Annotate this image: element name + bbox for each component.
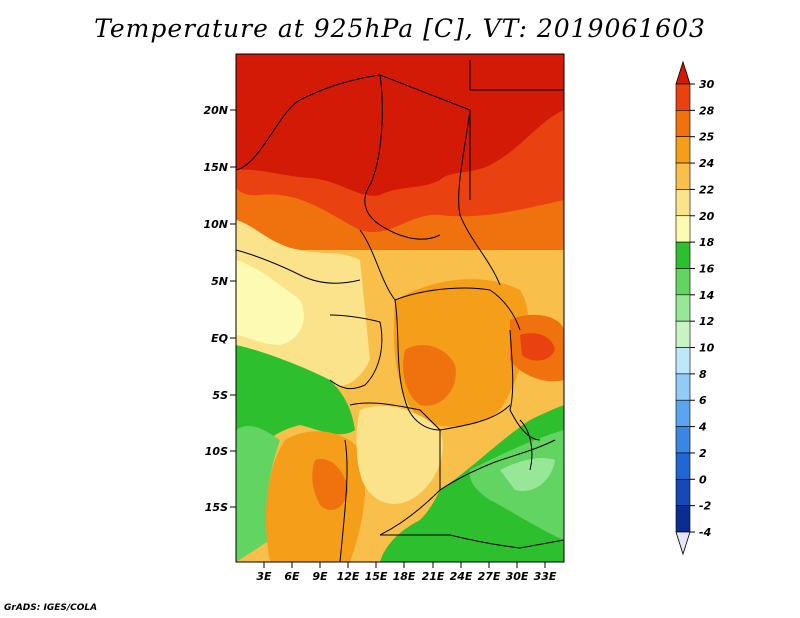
colorbar-label: 16 xyxy=(699,262,715,275)
lon-label-24e: 24E xyxy=(450,570,473,583)
lon-label-27e: 27E xyxy=(478,570,501,583)
border-car xyxy=(359,229,521,331)
map-frame xyxy=(235,53,565,563)
field-light-green-coast xyxy=(236,425,280,562)
colorbar-segment xyxy=(675,452,691,480)
border-niger-chad xyxy=(364,74,441,240)
field-green-sw xyxy=(236,345,355,480)
lat-label-20n: 20N xyxy=(203,104,228,117)
lon-label-15e: 15E xyxy=(365,570,388,583)
colorbar-label: 4 xyxy=(698,421,707,434)
border-chad-sudan xyxy=(458,109,501,286)
field-light-orange-sw xyxy=(265,431,366,562)
colorbar-segment xyxy=(675,215,691,243)
colorbar-segment xyxy=(675,162,691,190)
lat-label-15n: 15N xyxy=(203,161,228,174)
lon-label-30e: 30E xyxy=(506,570,529,583)
border-angola xyxy=(349,402,441,536)
colorbar-label: -4 xyxy=(699,526,711,539)
colorbar-label: 6 xyxy=(699,394,707,407)
colorbar-segment xyxy=(675,268,691,296)
colorbar-bottom-arrow xyxy=(675,531,691,556)
colorbar-label: -2 xyxy=(699,500,712,513)
lon-label-3e: 3E xyxy=(256,570,272,583)
field-orange-sw xyxy=(312,459,348,510)
map-title: Temperature at 925hPa [C], VT: 201906160… xyxy=(94,14,706,43)
colorbar-segment xyxy=(675,294,691,322)
colorbar-label: 10 xyxy=(699,342,715,355)
colorbar-label: 18 xyxy=(699,236,715,249)
lon-label-33e: 33E xyxy=(534,570,557,583)
lat-label-10n: 10N xyxy=(203,218,228,231)
colorbar-segment xyxy=(675,241,691,269)
colorbar-segment xyxy=(675,478,691,506)
field-cream-coast xyxy=(236,260,304,345)
colorbar-segment xyxy=(675,136,691,164)
colorbar-label: 0 xyxy=(699,473,707,486)
colorbar-label: 8 xyxy=(699,368,707,381)
colorbar-segment xyxy=(675,189,691,217)
border-zambia-south xyxy=(380,534,564,549)
border-libya-egypt xyxy=(469,60,564,91)
lon-label-21e: 21E xyxy=(422,570,445,583)
lat-label-eq: EQ xyxy=(211,332,228,345)
field-orange-central xyxy=(403,345,456,406)
lon-label-12e: 12E xyxy=(337,570,360,583)
colorbar-segment xyxy=(675,83,691,111)
field-green-se xyxy=(380,405,564,562)
colorbar-label: 30 xyxy=(699,78,715,91)
field-pale-green-se xyxy=(500,458,555,491)
colorbar-segment xyxy=(675,505,691,533)
colorbar-segment xyxy=(675,399,691,427)
colorbar-segment xyxy=(675,373,691,401)
field-red-east xyxy=(520,333,555,361)
country-borders xyxy=(236,60,564,562)
colorbar-label: 22 xyxy=(699,183,715,196)
colorbar-label: 28 xyxy=(699,104,715,117)
longitude-axis: 3E 6E 9E 12E 15E 18E 21E 24E 27E 30E 33E xyxy=(256,562,557,583)
lon-label-6e: 6E xyxy=(284,570,300,583)
colorbar-segment xyxy=(675,426,691,454)
border-gabon-congo xyxy=(329,314,383,390)
colorbar-label: 20 xyxy=(699,210,715,223)
border-namibia xyxy=(339,439,348,562)
colorbar-segment xyxy=(675,320,691,348)
border-lakes xyxy=(509,329,541,441)
colorbar-segment xyxy=(675,110,691,138)
colorbar-label: 12 xyxy=(699,315,715,328)
lat-label-5n: 5N xyxy=(211,275,228,288)
lat-label-10s: 10S xyxy=(205,445,228,458)
border-west-coast xyxy=(236,249,361,284)
border-zambia-north xyxy=(439,439,556,491)
field-wheat-south xyxy=(356,406,443,504)
colorbar-segment xyxy=(675,347,691,375)
latitude-axis: 20N 15N 10N 5N EQ 5S 10S 15S xyxy=(203,104,236,514)
border-drc xyxy=(394,299,511,431)
border-lake-nyasa xyxy=(519,419,533,471)
temperature-field xyxy=(236,54,564,562)
colorbar-label: 2 xyxy=(699,447,707,460)
grads-credit: GrADS: IGES/COLA xyxy=(4,603,98,613)
colorbar-label: 24 xyxy=(699,157,714,170)
field-deep-red-north xyxy=(236,54,564,196)
lon-label-9e: 9E xyxy=(312,570,328,583)
colorbar-top-arrow xyxy=(675,60,691,85)
lon-label-18e: 18E xyxy=(393,570,416,583)
border-sahara xyxy=(236,74,471,200)
lat-label-15s: 15S xyxy=(205,501,228,514)
colorbar-label: 14 xyxy=(699,289,714,302)
lat-label-5s: 5S xyxy=(212,389,228,402)
colorbar-label: 25 xyxy=(699,131,715,144)
